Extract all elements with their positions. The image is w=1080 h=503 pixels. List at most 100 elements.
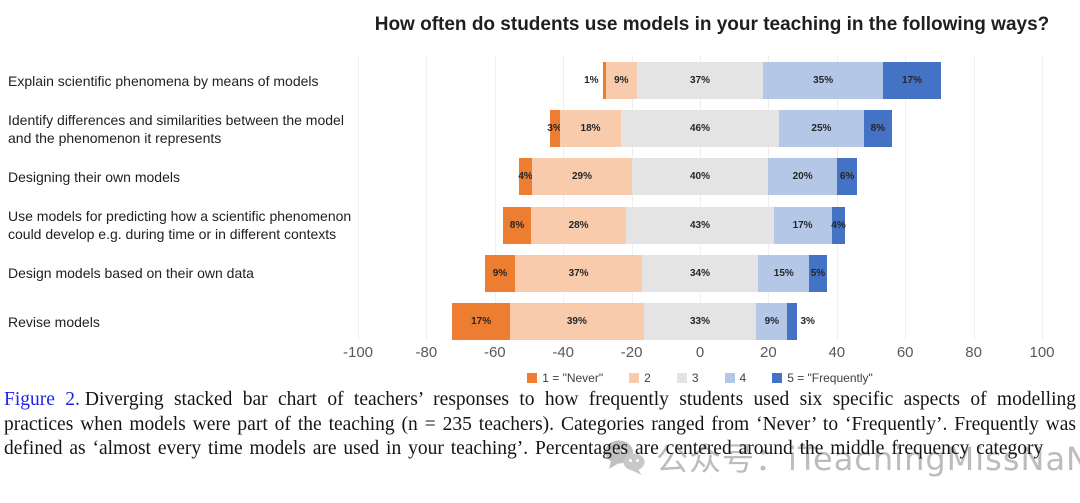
- value-label: 25%: [811, 123, 832, 135]
- legend: 1 = "Never" 2 3 4 5 = "Frequently": [358, 369, 1042, 387]
- category-label: Designing their own models: [8, 168, 180, 185]
- legend-swatch-icon: [724, 373, 735, 383]
- figure-caption: Figure 2. Diverging stacked bar chart of …: [4, 388, 1076, 462]
- gridline: [836, 56, 838, 340]
- x-tick-label: -80: [415, 344, 438, 361]
- bar-segment: [643, 303, 757, 340]
- bar-segment: [758, 254, 810, 292]
- gridline: [700, 56, 701, 340]
- bar-segment: [559, 110, 622, 148]
- value-label: 8%: [509, 219, 525, 231]
- bar-segment: [773, 206, 832, 244]
- figure-label: Figure 2.: [4, 389, 80, 410]
- value-label: 18%: [580, 123, 601, 135]
- bar-segment: [641, 254, 759, 292]
- value-label: 35%: [813, 75, 834, 86]
- watermark-text: 公众号：iTeachingMissNaNa: [656, 440, 1080, 478]
- bar-segment: [636, 62, 764, 99]
- bar-segment: [510, 303, 644, 340]
- bar-segment: [515, 254, 642, 292]
- category-label: Identify differences and similarities be…: [8, 111, 344, 146]
- value-label: 3%: [547, 123, 562, 135]
- bar-segment: [605, 62, 637, 99]
- x-tick-label: -20: [620, 344, 643, 361]
- bar-segment: [532, 158, 632, 196]
- bar-segment: [484, 254, 516, 292]
- legend-swatch-icon: [527, 373, 538, 383]
- plot-area: 1% 9% 37% 35% 17% 3% 18% 46% 25% 8% 4% 29% 40% 20% 6% 8…: [358, 54, 1043, 342]
- legend-label: 1 = "Never": [542, 371, 604, 385]
- value-label: 28%: [568, 219, 589, 231]
- value-label: 34%: [689, 267, 710, 279]
- value-label: 8%: [870, 123, 886, 135]
- bar-segment: [768, 158, 837, 196]
- legend-label: 2: [644, 371, 651, 385]
- gridline: [1042, 56, 1043, 340]
- category-label: Revise models: [8, 313, 100, 330]
- category-labels: Explain scientific phenomena by means of…: [8, 0, 368, 345]
- legend-item: 4: [724, 371, 747, 385]
- category-label: Design models based on their own data: [8, 265, 254, 282]
- x-tick-label: -100: [342, 344, 374, 361]
- gridline: [426, 56, 428, 340]
- gridline: [768, 56, 770, 340]
- value-label: 15%: [773, 267, 794, 279]
- legend-label: 5 = "Frequently": [787, 371, 873, 385]
- value-label: 17%: [792, 219, 813, 231]
- x-axis-tick-labels: -100 -80 -60 -40 -20 0 20 40 60 80 100: [343, 344, 1055, 364]
- x-tick-label: 20: [760, 344, 777, 361]
- x-tick-label: 40: [828, 344, 846, 361]
- category-label: Explain scientific phenomena by means of…: [8, 72, 319, 89]
- legend-item: 5 = "Frequently": [772, 371, 873, 385]
- bar-segment: [518, 158, 533, 196]
- value-label: 20%: [792, 171, 813, 183]
- category-label: Use models for predicting how a scientif…: [8, 207, 352, 243]
- x-tick-label: 80: [965, 344, 982, 361]
- gridline: [563, 56, 565, 340]
- gridline: [631, 56, 633, 340]
- value-label: 37%: [568, 267, 589, 279]
- x-tick-label: 100: [1029, 344, 1055, 361]
- x-tick-label: -40: [552, 344, 575, 361]
- legend-label: 3: [691, 371, 699, 385]
- value-label: 33%: [689, 316, 710, 327]
- legend-swatch-icon: [676, 373, 687, 383]
- bar-segment: [602, 62, 606, 99]
- x-tick-label: -60: [483, 344, 506, 361]
- value-label: 43%: [689, 219, 710, 231]
- value-label: 5%: [810, 267, 826, 279]
- legend-swatch-icon: [772, 373, 783, 383]
- gridline: [358, 56, 359, 340]
- value-label: 40%: [689, 171, 710, 183]
- value-label: 9%: [764, 316, 780, 327]
- bar-segment: [530, 206, 627, 244]
- gridline: [494, 56, 496, 340]
- caption-text: Diverging stacked bar chart of teachers’…: [4, 389, 1076, 459]
- legend-item: 2: [629, 371, 651, 385]
- bar-segment: [626, 206, 774, 244]
- value-label: 39%: [566, 316, 587, 327]
- bar-segment: [836, 158, 858, 196]
- legend-swatch-icon: [629, 373, 640, 383]
- value-label: 4%: [831, 219, 846, 231]
- bar-segment: [763, 62, 883, 99]
- bar-segment: [756, 303, 788, 340]
- value-label: 1%: [584, 75, 599, 86]
- chart-title: How often do students use models in your…: [374, 14, 1050, 35]
- legend-item: 1 = "Never": [527, 371, 603, 385]
- value-label: 17%: [471, 316, 492, 327]
- bar-segment: [621, 110, 779, 148]
- bar-segment: [778, 110, 865, 148]
- x-tick-label: 0: [695, 344, 705, 361]
- value-label: 29%: [571, 171, 592, 183]
- bar-segment: [631, 158, 769, 196]
- legend-label: 4: [739, 371, 747, 385]
- value-label: 9%: [614, 75, 629, 86]
- bar-segment: [809, 254, 827, 292]
- gridline: [905, 56, 907, 340]
- value-label: 37%: [689, 75, 710, 86]
- bar-segment: [882, 62, 942, 99]
- bar-segment: [452, 303, 511, 340]
- legend-item: 3: [676, 371, 699, 385]
